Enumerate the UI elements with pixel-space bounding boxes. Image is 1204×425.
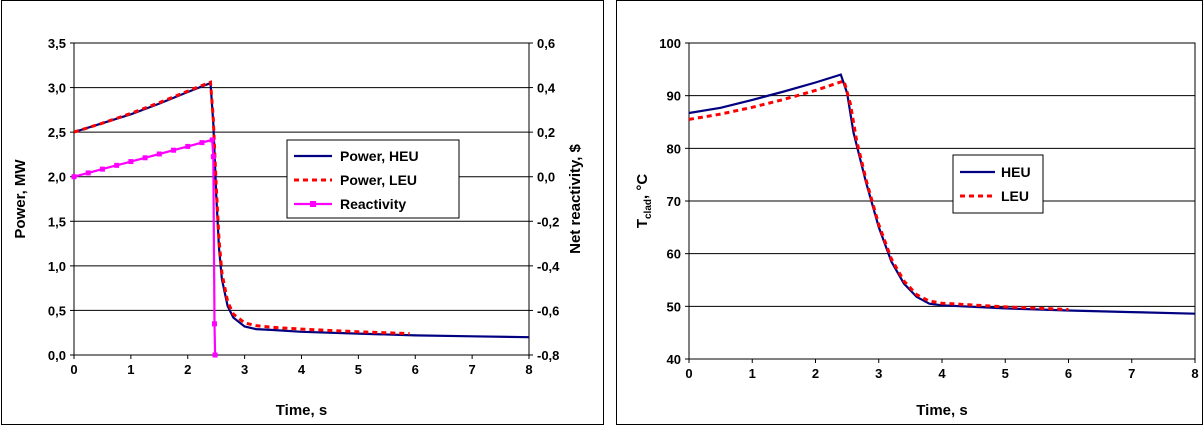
clad-temperature-chart-panel: 40 50 60 70 80 90 100 0 1 2 3 4 5 6 7 8 Time, s Tclad, °C…: [616, 0, 1203, 425]
x-tick-label: 5: [355, 362, 362, 377]
y-tick-label: 1,0: [48, 259, 66, 274]
y-axis-title: Power, MW: [12, 159, 29, 239]
series-marker: [211, 321, 217, 327]
series-marker: [171, 147, 177, 153]
series-marker: [185, 143, 191, 149]
y-tick-label: 90: [667, 89, 681, 104]
y2-axis-title: Net reactivity, $: [567, 143, 584, 253]
x-axis-title: Time, s: [916, 402, 967, 419]
series-marker: [210, 154, 216, 160]
power-reactivity-chart: 0,0 0,5 1,0 1,5 2,0 2,5 3,0 3,5 -0,8 -0,6 -0,4 -0,2…: [12, 36, 584, 419]
series-line: [74, 80, 410, 336]
x-tick-label: 3: [241, 362, 248, 377]
y-tick-label: 80: [667, 141, 681, 156]
y-tick-label: 2,0: [48, 170, 66, 185]
x-tick-label: 2: [812, 366, 819, 381]
series-marker: [128, 159, 134, 165]
y-tick-label: 2,5: [48, 125, 66, 140]
legend-label: Reactivity: [340, 196, 406, 212]
series-line: [74, 138, 217, 355]
series-marker: [212, 352, 218, 358]
series-line: [689, 78, 1069, 311]
series-marker: [85, 170, 91, 176]
x-tick-label: 8: [1191, 366, 1198, 381]
y2-tick-label: -0,8: [537, 348, 559, 363]
series-marker: [142, 155, 148, 161]
series-marker: [71, 174, 77, 180]
y2-tick-label: -0,6: [537, 303, 559, 318]
x-tick-label: 7: [469, 362, 476, 377]
y-tick-label: 60: [667, 247, 681, 262]
clad-temperature-chart: 40 50 60 70 80 90 100 0 1 2 3 4 5 6 7 8 Time, s Tclad, °C…: [634, 36, 1199, 419]
legend-label: Power, LEU: [340, 172, 417, 188]
x-tick-label: 2: [184, 362, 191, 377]
x-tick-label: 3: [875, 366, 882, 381]
legend-label: Power, HEU: [340, 148, 419, 164]
y-axis-title-unit: , °C: [634, 174, 651, 199]
y-tick-label: 0,5: [48, 303, 66, 318]
series-line: [74, 81, 529, 339]
x-tick-label: 1: [127, 362, 134, 377]
y2-tick-label: 0,4: [537, 81, 556, 96]
legend-box: [952, 154, 1044, 214]
series-marker: [156, 151, 162, 157]
y-tick-label: 3,5: [48, 36, 66, 51]
x-tick-label: 4: [938, 366, 946, 381]
y-tick-label: 0,0: [48, 348, 66, 363]
legend-label: HEU: [1001, 164, 1031, 180]
x-tick-label: 0: [70, 362, 77, 377]
y-axis-title-subscript: clad: [643, 199, 654, 219]
x-tick-label: 6: [412, 362, 419, 377]
y-tick-label: 3,0: [48, 81, 66, 96]
x-axis-title: Time, s: [276, 402, 327, 419]
x-tick-label: 5: [1002, 366, 1009, 381]
y2-tick-label: -0,2: [537, 214, 559, 229]
legend-label: LEU: [1001, 188, 1029, 204]
y-tick-label: 1,5: [48, 214, 66, 229]
legend: Power, HEU Power, LEU Reactivity: [286, 139, 460, 219]
x-tick-label: 1: [749, 366, 756, 381]
y2-tick-label: 0,6: [537, 36, 555, 51]
y-axis-title-main: T: [634, 219, 651, 228]
y-axis-title: Tclad, °C: [634, 174, 654, 229]
x-tick-label: 8: [525, 362, 532, 377]
y2-tick-label: 0,2: [537, 125, 555, 140]
series-marker: [209, 137, 215, 143]
power-reactivity-chart-panel: 0,0 0,5 1,0 1,5 2,0 2,5 3,0 3,5 -0,8 -0,6 -0,4 -0,2…: [1, 0, 604, 425]
x-tick-label: 7: [1128, 366, 1135, 381]
x-tick-label: 4: [298, 362, 306, 377]
legend-marker: [310, 201, 316, 207]
series-marker: [199, 140, 205, 146]
y-tick-label: 100: [659, 36, 681, 51]
legend: HEU LEU: [952, 154, 1044, 214]
y-tick-label: 40: [667, 352, 681, 367]
y2-tick-label: -0,4: [537, 259, 560, 274]
series-marker: [114, 162, 120, 168]
x-tick-label: 0: [685, 366, 692, 381]
series-marker: [99, 166, 105, 172]
y2-tick-label: 0,0: [537, 170, 555, 185]
x-tick-label: 6: [1065, 366, 1072, 381]
y-tick-label: 70: [667, 194, 681, 209]
series-line: [689, 73, 1195, 315]
y-tick-label: 50: [667, 299, 681, 314]
